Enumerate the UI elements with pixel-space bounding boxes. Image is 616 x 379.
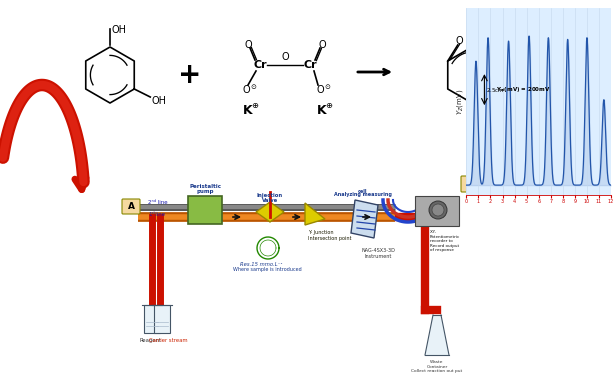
Text: $2.5\mathrm{cm}$: $2.5\mathrm{cm}$ (486, 86, 505, 94)
Text: 15mmol.L⁻¹: 15mmol.L⁻¹ (516, 175, 583, 185)
Text: O: O (479, 104, 486, 114)
Text: 1ˢᵗline: 1ˢᵗline (148, 211, 165, 216)
Text: Reagent: Reagent (139, 338, 161, 343)
Text: B: B (468, 179, 475, 189)
Text: 2ⁿᵈ line: 2ⁿᵈ line (148, 200, 168, 205)
FancyBboxPatch shape (122, 199, 140, 214)
Text: Cr: Cr (253, 60, 267, 70)
Text: +: + (178, 61, 201, 89)
Text: OH: OH (152, 96, 166, 106)
Text: K: K (243, 103, 253, 116)
Text: cell: cell (359, 189, 368, 194)
Text: Resorcinol: Resorcinol (519, 163, 579, 173)
Text: Valve: Valve (262, 198, 278, 203)
Text: pump: pump (197, 188, 214, 194)
Text: O: O (316, 85, 324, 95)
Text: Res.15 mmo.L⁻¹: Res.15 mmo.L⁻¹ (240, 262, 283, 266)
Text: A: A (128, 202, 134, 211)
Text: Analyzing measuring: Analyzing measuring (334, 192, 392, 197)
Text: Cr: Cr (303, 60, 317, 70)
Text: O: O (242, 85, 250, 95)
Text: Intersection point: Intersection point (308, 236, 352, 241)
Text: ⊙: ⊙ (324, 84, 330, 90)
FancyBboxPatch shape (461, 176, 481, 192)
Text: Peristaltic: Peristaltic (189, 183, 221, 188)
Y-axis label: $Y_Z$(mV): $Y_Z$(mV) (455, 88, 465, 114)
Text: NAG-4SX3-3D
Instrument: NAG-4SX3-3D Instrument (361, 248, 395, 259)
Text: O: O (244, 40, 252, 50)
Text: ⊕: ⊕ (251, 100, 259, 110)
Bar (188, 196, 222, 224)
Text: O: O (281, 52, 289, 62)
Text: Y- Junction: Y- Junction (308, 230, 333, 235)
Circle shape (429, 201, 447, 219)
Bar (415, 196, 459, 226)
Polygon shape (351, 200, 378, 238)
Circle shape (432, 204, 444, 216)
Text: ⊕: ⊕ (325, 100, 333, 110)
Polygon shape (256, 202, 284, 222)
Polygon shape (305, 203, 325, 225)
Bar (144, 305, 160, 333)
Text: $\mathbf{Y_{zi}}$(mV) = 200mV: $\mathbf{Y_{zi}}$(mV) = 200mV (496, 85, 551, 94)
Text: OH: OH (112, 25, 127, 35)
Text: K: K (317, 103, 327, 116)
Text: Waste
Container
Collect reaction out put: Waste Container Collect reaction out put (411, 360, 463, 373)
Text: O: O (318, 40, 326, 50)
Polygon shape (425, 315, 449, 355)
Text: ⊙: ⊙ (250, 84, 256, 90)
Text: Where sample is introduced: Where sample is introduced (233, 268, 302, 273)
Text: Injection: Injection (257, 193, 283, 198)
Text: X-Y-
Potentiometric
recorder to
Record output
of response: X-Y- Potentiometric recorder to Record o… (430, 230, 460, 252)
Bar (154, 305, 170, 333)
Text: Carrier stream: Carrier stream (148, 338, 187, 343)
Text: O: O (456, 36, 464, 46)
